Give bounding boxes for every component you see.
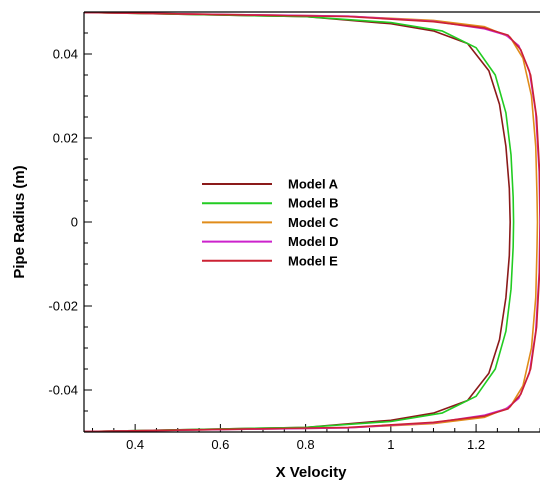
y-tick-label: 0.02	[53, 131, 78, 146]
series-line-model-e	[84, 12, 540, 432]
y-tick-label: -0.04	[48, 383, 78, 398]
legend: Model A Model B Model C Model D Model E	[202, 177, 339, 268]
legend-label-model-e: Model E	[288, 253, 338, 268]
plot-frame	[83, 11, 540, 433]
y-tick-label: -0.02	[48, 299, 78, 314]
legend-label-model-a: Model A	[288, 177, 339, 192]
x-axis-title: X Velocity	[276, 464, 348, 481]
x-tick-labels: 0.4 0.6 0.8 1 1.2	[126, 437, 485, 452]
legend-label-model-d: Model D	[288, 234, 339, 249]
y-tick-labels: 0.04 0.02 0 -0.02 -0.04	[48, 47, 78, 398]
series-layer	[84, 12, 540, 432]
y-axis-title: Pipe Radius (m)	[11, 165, 28, 278]
x-tick-label: 1.2	[467, 437, 485, 452]
series-line-model-c	[84, 12, 539, 432]
legend-label-model-b: Model B	[288, 196, 339, 211]
x-tick-label: 0.4	[126, 437, 144, 452]
x-tick-label: 0.6	[211, 437, 229, 452]
legend-label-model-c: Model C	[288, 215, 339, 230]
y-tick-label: 0.04	[53, 47, 78, 62]
series-line-model-a	[84, 12, 511, 432]
x-tick-label: 0.8	[297, 437, 315, 452]
series-line-model-b	[84, 12, 515, 432]
y-tick-label: 0	[71, 215, 78, 230]
x-tick-label: 1	[387, 437, 394, 452]
series-line-model-d	[84, 12, 540, 432]
